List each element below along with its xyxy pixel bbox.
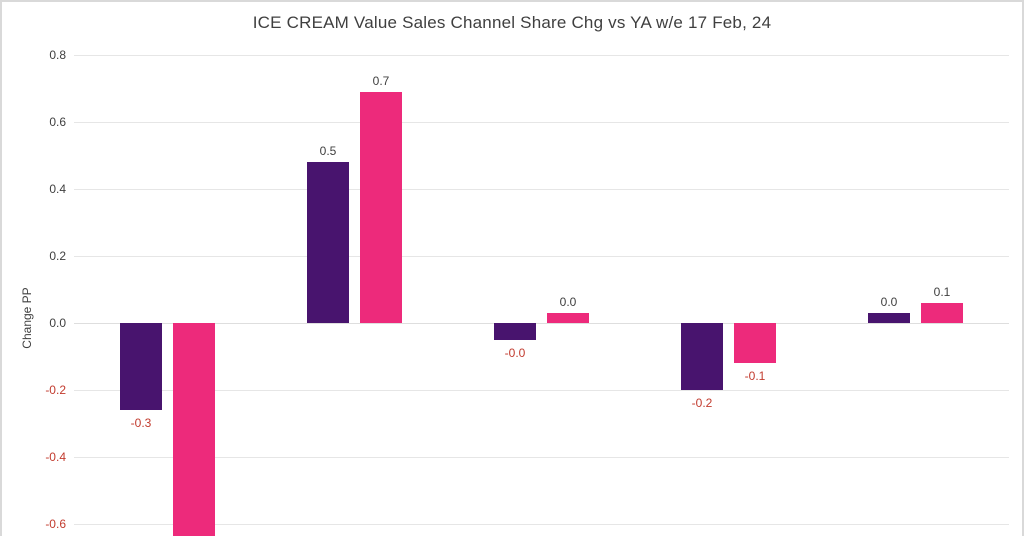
gridline bbox=[74, 55, 1009, 56]
gridline bbox=[74, 390, 1009, 391]
bar-pink-series-group-3 bbox=[734, 323, 776, 363]
bar-value-label: -0.2 bbox=[691, 396, 713, 410]
bar-value-label: 0.0 bbox=[880, 295, 898, 309]
gridline bbox=[74, 323, 1009, 324]
gridline bbox=[74, 457, 1009, 458]
y-tick-label: -0.4 bbox=[45, 450, 66, 464]
y-tick-label: 0.6 bbox=[49, 115, 66, 129]
y-tick-label: 0.8 bbox=[49, 48, 66, 62]
bar-purple-series-group-3 bbox=[681, 323, 723, 390]
chart-title: ICE CREAM Value Sales Channel Share Chg … bbox=[252, 13, 772, 32]
bar-pink-series-group-2 bbox=[547, 313, 589, 323]
bar-value-label: -0.1 bbox=[744, 369, 766, 383]
y-tick-label: 0.4 bbox=[49, 182, 66, 196]
bar-pink-series-group-1 bbox=[360, 92, 402, 323]
bar-purple-series-group-2 bbox=[494, 323, 536, 340]
bar-value-label: 0.0 bbox=[559, 295, 577, 309]
bar-pink-series-group-4 bbox=[921, 303, 963, 323]
gridline bbox=[74, 256, 1009, 257]
y-tick-label: 0.2 bbox=[49, 249, 66, 263]
bar-value-label: -0.3 bbox=[130, 416, 152, 430]
gridline bbox=[74, 524, 1009, 525]
y-tick-label: 0.0 bbox=[49, 316, 66, 330]
bar-value-label: 0.5 bbox=[319, 144, 337, 158]
y-tick-label: -0.2 bbox=[45, 383, 66, 397]
bar-purple-series-group-0 bbox=[120, 323, 162, 410]
bar-pink-series-group-0 bbox=[173, 323, 215, 536]
bar-purple-series-group-4 bbox=[868, 313, 910, 323]
bar-value-label: 0.1 bbox=[933, 285, 951, 299]
bar-value-label: 0.7 bbox=[372, 74, 390, 88]
gridline bbox=[74, 189, 1009, 190]
bar-purple-series-group-1 bbox=[307, 162, 349, 323]
y-tick-label: -0.6 bbox=[45, 517, 66, 531]
gridline bbox=[74, 122, 1009, 123]
bar-value-label: -0.0 bbox=[504, 346, 526, 360]
